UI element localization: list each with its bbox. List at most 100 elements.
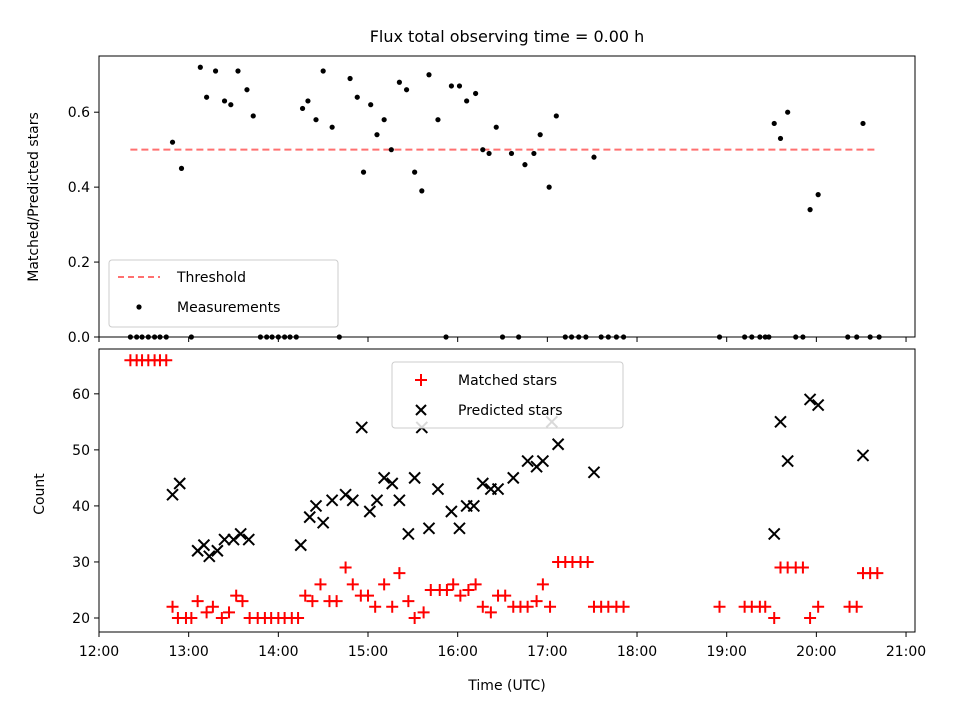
- bottom-x-axis-label: Time (UTC): [467, 678, 545, 694]
- predicted-star-point: [386, 477, 399, 490]
- matched-star-point: [215, 611, 228, 624]
- matched-star-point: [292, 611, 305, 624]
- bottom-y-tick-label: 60: [72, 387, 90, 403]
- predicted-star-point: [242, 533, 255, 546]
- matched-star-point: [417, 606, 430, 619]
- top-y-tick-label: 0.0: [68, 330, 90, 346]
- measurement-point: [360, 169, 367, 175]
- bottom-x-axis: 12:00 13:00 14:00 15:00 16:00 17:00 18:00 19:00…: [79, 632, 926, 660]
- predicted-star-point: [370, 494, 384, 507]
- matched-star-point: [160, 354, 173, 367]
- matched-star-point: [581, 555, 594, 568]
- matched-star-point: [759, 600, 772, 613]
- measurements-legend-swatch: [136, 304, 142, 310]
- top-plot-frame: [98, 55, 916, 338]
- predicted-star-point: [408, 471, 421, 485]
- measurement-point: [412, 169, 418, 175]
- matched-star-point: [330, 595, 343, 608]
- measurement-point: [197, 64, 203, 70]
- predicted-star-point: [476, 477, 489, 490]
- measurement-point: [777, 135, 784, 142]
- measurement-point: [178, 165, 185, 171]
- matched-star-point: [768, 611, 781, 624]
- bottom-x-tick-label: 15:00: [348, 644, 388, 660]
- matched-star-point: [804, 611, 817, 624]
- predicted-star-point: [781, 454, 794, 468]
- matched-star-point: [544, 600, 557, 613]
- measurement-point: [456, 83, 463, 89]
- bottom-x-tick-label: 21:00: [886, 644, 926, 660]
- bottom-x-tick-label: 20:00: [796, 644, 836, 660]
- matched-star-point: [166, 600, 179, 613]
- predicted-star-point: [355, 421, 368, 434]
- matched-star-point: [223, 606, 236, 619]
- predicted-star-point: [856, 449, 870, 462]
- top-y-axis: 0.0 0.2 0.4 0.6: [68, 105, 99, 346]
- measurement-point: [426, 72, 432, 78]
- measurement-point: [522, 162, 528, 168]
- predicted-star-point: [811, 398, 825, 412]
- bottom-x-tick-label: 19:00: [707, 644, 747, 660]
- measurement-point: [313, 117, 319, 123]
- matched-star-point: [447, 578, 460, 591]
- bottom-x-tick-label: 13:00: [168, 644, 208, 660]
- predicted-star-point: [768, 527, 781, 541]
- measurement-point: [531, 150, 537, 157]
- bottom-legend: Matched stars Predicted stars: [391, 361, 624, 429]
- bottom-panel: 20 30 40 50 60 12:00 13:00 14:00 15:00 16:00 17:0…: [32, 348, 926, 694]
- predicted-star-point: [203, 550, 216, 563]
- bottom-x-tick-label: 17:00: [527, 644, 567, 660]
- predicted-star-point: [303, 510, 316, 524]
- predicted-star-point: [309, 499, 323, 513]
- matched-star-point: [346, 578, 359, 591]
- top-legend-box: [108, 259, 339, 328]
- predicted-star-point: [211, 544, 224, 557]
- bottom-y-axis: 20 30 40 50 60: [72, 387, 99, 627]
- matched-star-point: [230, 589, 243, 602]
- matched-star-point: [408, 611, 421, 624]
- matched-star-point: [378, 578, 391, 591]
- top-y-tick-label: 0.6: [68, 105, 90, 121]
- matched-star-point: [440, 583, 453, 596]
- predicted-star-point: [453, 522, 466, 535]
- measurement-point: [244, 87, 250, 93]
- matched-star-point: [393, 567, 406, 580]
- measurement-point: [347, 75, 353, 82]
- matched-star-point: [713, 600, 726, 613]
- matched-legend-swatch: [415, 374, 427, 386]
- matched-star-point: [617, 600, 630, 613]
- measurement-point: [305, 98, 311, 104]
- matched-star-point: [402, 595, 415, 608]
- bottom-x-tick-label: 18:00: [617, 644, 657, 660]
- bottom-y-tick-label: 20: [72, 611, 90, 627]
- predicted-star-point: [402, 527, 415, 541]
- predicted-star-point: [536, 454, 550, 468]
- measurement-point: [204, 94, 210, 100]
- predicted-star-point: [774, 415, 787, 429]
- measurement-point: [388, 147, 394, 153]
- matched-star-point: [206, 600, 219, 613]
- predicted-star-point: [346, 494, 359, 507]
- predicted-star-point: [234, 527, 247, 541]
- top-legend: Threshold Measurements: [108, 259, 339, 328]
- top-chart-title: Flux total observing time = 0.00 h: [370, 27, 645, 46]
- matched-star-point: [236, 595, 249, 608]
- predicted-star-point: [294, 538, 307, 552]
- bottom-y-tick-label: 50: [72, 443, 90, 459]
- measurement-point: [368, 102, 374, 108]
- matched-star-point: [369, 600, 382, 613]
- matched-star-point: [812, 600, 825, 613]
- top-marks: [127, 64, 882, 340]
- top-y-tick-label: 0.2: [68, 255, 90, 271]
- matched-legend-label: Matched stars: [458, 373, 557, 389]
- measurement-point: [480, 147, 486, 153]
- measurement-point: [546, 184, 552, 190]
- predicted-star-point: [173, 477, 186, 490]
- measurement-point: [435, 117, 441, 123]
- predicted-star-point: [377, 471, 391, 485]
- predicted-star-point: [507, 471, 520, 485]
- predicted-star-point: [803, 393, 817, 406]
- measurement-point: [785, 109, 791, 115]
- measurement-point: [250, 113, 256, 119]
